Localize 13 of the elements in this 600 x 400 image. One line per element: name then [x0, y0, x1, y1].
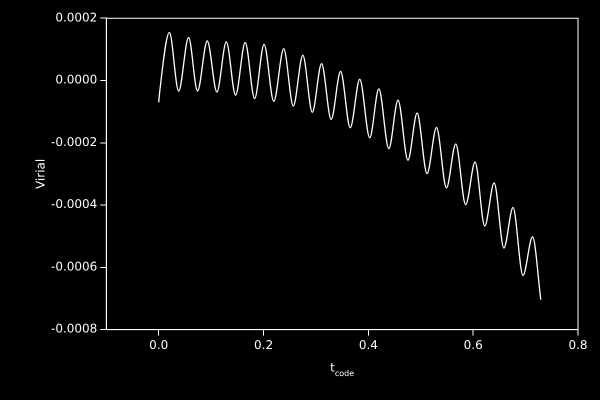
x-tick-label: 0.6: [464, 338, 483, 352]
y-tick-label: -0.0004: [50, 197, 98, 212]
y-tick-label: -0.0006: [50, 259, 98, 274]
y-axis-title: Virial: [33, 158, 48, 190]
y-tick-label: -0.0002: [50, 134, 98, 149]
x-tick-label: 0.0: [149, 338, 168, 352]
line-series: [158, 32, 542, 300]
x-tick-label: 0.4: [358, 338, 378, 352]
y-tick-label: 0.0000: [55, 72, 98, 87]
y-tick-label: -0.0008: [50, 322, 98, 336]
y-tick-label: 0.0002: [55, 10, 98, 24]
x-tick-label: 0.2: [254, 338, 274, 352]
x-tick-label: 0.8: [568, 338, 588, 352]
